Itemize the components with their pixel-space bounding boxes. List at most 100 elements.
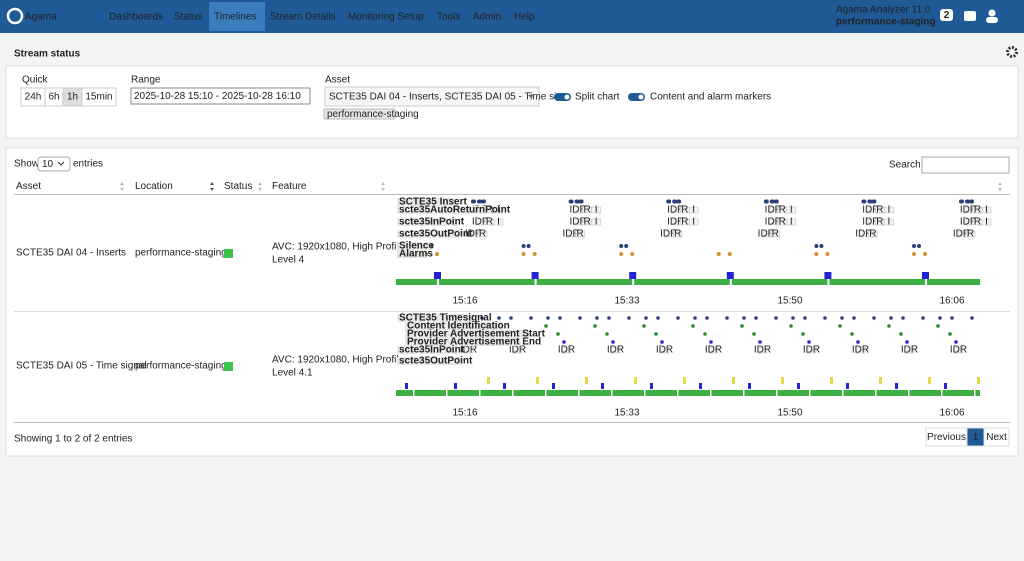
time-label: 15:33 bbox=[614, 408, 639, 419]
marker-label: IDR bbox=[960, 217, 977, 228]
feature: AVC: 1920x1080, High Profile, bbox=[272, 355, 407, 366]
settings-icon[interactable] bbox=[1006, 46, 1018, 58]
asset-link[interactable]: SCTE35 DAI 05 - Time signal bbox=[16, 361, 147, 372]
event-dot bbox=[850, 332, 854, 336]
quick-option[interactable]: 24h bbox=[25, 92, 42, 103]
page-link[interactable]: 1 bbox=[973, 432, 979, 443]
quick-option[interactable]: 6h bbox=[48, 92, 59, 103]
column-header[interactable]: Asset bbox=[16, 181, 41, 192]
quick-btn[interactable] bbox=[81, 87, 117, 107]
marker-label: I bbox=[888, 217, 891, 228]
event-dot bbox=[758, 340, 762, 344]
page-link[interactable]: Next bbox=[986, 432, 1007, 443]
user-body[interactable] bbox=[986, 17, 998, 23]
length-select[interactable] bbox=[37, 156, 71, 172]
event-dot bbox=[954, 340, 958, 344]
segment-marker bbox=[797, 383, 800, 389]
nav-item[interactable]: Admin bbox=[473, 12, 501, 23]
event-dot bbox=[867, 199, 873, 204]
marker-label: R bbox=[681, 205, 688, 216]
nav-item[interactable]: Help bbox=[514, 12, 535, 23]
marker-chip bbox=[688, 206, 699, 214]
event-dot bbox=[872, 316, 876, 320]
marker-label: IDR bbox=[765, 217, 782, 228]
quick-option[interactable]: 1h bbox=[67, 92, 78, 103]
nav-item[interactable]: Tools bbox=[437, 12, 460, 23]
page-btn[interactable] bbox=[983, 427, 1010, 447]
event-dot bbox=[899, 332, 903, 336]
nav-item[interactable]: Stream Details bbox=[270, 12, 336, 23]
marker-chip bbox=[884, 218, 894, 226]
page-link[interactable]: Previous bbox=[927, 432, 966, 443]
segment-marker bbox=[824, 272, 832, 279]
track-label-bg bbox=[405, 338, 521, 346]
bar-gap bbox=[545, 390, 547, 396]
silence-dot bbox=[819, 244, 824, 248]
event-dot bbox=[938, 316, 942, 320]
track-label-bg bbox=[397, 242, 432, 250]
marker-label: I bbox=[595, 217, 598, 228]
segment-marker bbox=[699, 383, 702, 389]
content-marker bbox=[634, 377, 637, 384]
track-label-bg bbox=[397, 346, 457, 354]
brand[interactable]: Agama bbox=[25, 12, 57, 23]
marker-chip bbox=[757, 346, 768, 354]
feature: AVC: 1920x1080, High Profile, bbox=[272, 242, 407, 253]
location: performance-staging bbox=[135, 248, 227, 259]
asset-link[interactable]: SCTE35 DAI 04 - Inserts bbox=[16, 248, 126, 259]
marker-label: R bbox=[583, 205, 590, 216]
badge: 2 bbox=[944, 10, 950, 21]
timeline-bar bbox=[396, 279, 980, 285]
bar-gap bbox=[842, 390, 844, 396]
tag bbox=[323, 108, 396, 120]
toggle-label[interactable]: Split chart bbox=[575, 92, 620, 103]
marker-label: R bbox=[479, 229, 486, 240]
quick-option[interactable]: 15min bbox=[85, 92, 112, 103]
page-length[interactable]: 10 bbox=[42, 159, 54, 170]
asset-value[interactable]: SCTE35 DAI 04 - Inserts, SCTE35 DAI 05 -… bbox=[329, 92, 565, 103]
event-dot bbox=[660, 340, 664, 344]
navbar bbox=[0, 0, 1024, 33]
toggle-label[interactable]: Content and alarm markers bbox=[650, 92, 771, 103]
range-input[interactable] bbox=[130, 87, 311, 105]
marker-label: IDR bbox=[862, 205, 879, 216]
column-header[interactable]: Location bbox=[135, 181, 173, 192]
column-header[interactable]: Feature bbox=[272, 181, 307, 192]
marker-label: IDR bbox=[656, 345, 673, 356]
event-dot bbox=[703, 332, 707, 336]
silence-dot bbox=[521, 244, 526, 248]
alarm-dot bbox=[825, 252, 830, 256]
segment-marker bbox=[434, 272, 441, 279]
search-input[interactable] bbox=[921, 156, 1010, 174]
marker-chip bbox=[672, 230, 683, 238]
marker-label: I bbox=[692, 205, 695, 216]
event-dot bbox=[970, 316, 974, 320]
instance: performance-staging bbox=[836, 17, 935, 28]
time-label: 16:06 bbox=[939, 408, 964, 419]
column-header[interactable]: Status bbox=[224, 181, 252, 192]
marker-label: I bbox=[888, 205, 891, 216]
feature: Level 4 bbox=[272, 255, 305, 266]
user-icon[interactable] bbox=[988, 9, 996, 17]
asset-select[interactable] bbox=[324, 86, 540, 107]
bar-gap bbox=[710, 390, 712, 396]
marker-label: IDR bbox=[705, 345, 722, 356]
content-marker bbox=[781, 377, 784, 384]
event-dot bbox=[627, 316, 631, 320]
range-value[interactable]: 2025-10-28 15:10 - 2025-10-28 16:10 bbox=[134, 91, 301, 102]
event-dot bbox=[889, 316, 893, 320]
inbox-icon[interactable] bbox=[964, 11, 976, 21]
event-dot bbox=[578, 316, 582, 320]
bar-gap bbox=[776, 390, 778, 396]
nav-item[interactable]: Dashboards bbox=[109, 12, 163, 23]
event-dot bbox=[595, 316, 599, 320]
table-panel bbox=[5, 147, 1019, 457]
event-dot bbox=[593, 324, 597, 328]
nav-item[interactable]: Monitoring Setup bbox=[348, 12, 424, 23]
event-dot bbox=[691, 324, 695, 328]
nav-item[interactable]: Status bbox=[174, 12, 202, 23]
bar-gap bbox=[413, 390, 415, 396]
segment-marker bbox=[895, 383, 898, 389]
nav-item[interactable]: Timelines bbox=[214, 12, 256, 23]
marker-label: R bbox=[876, 205, 883, 216]
